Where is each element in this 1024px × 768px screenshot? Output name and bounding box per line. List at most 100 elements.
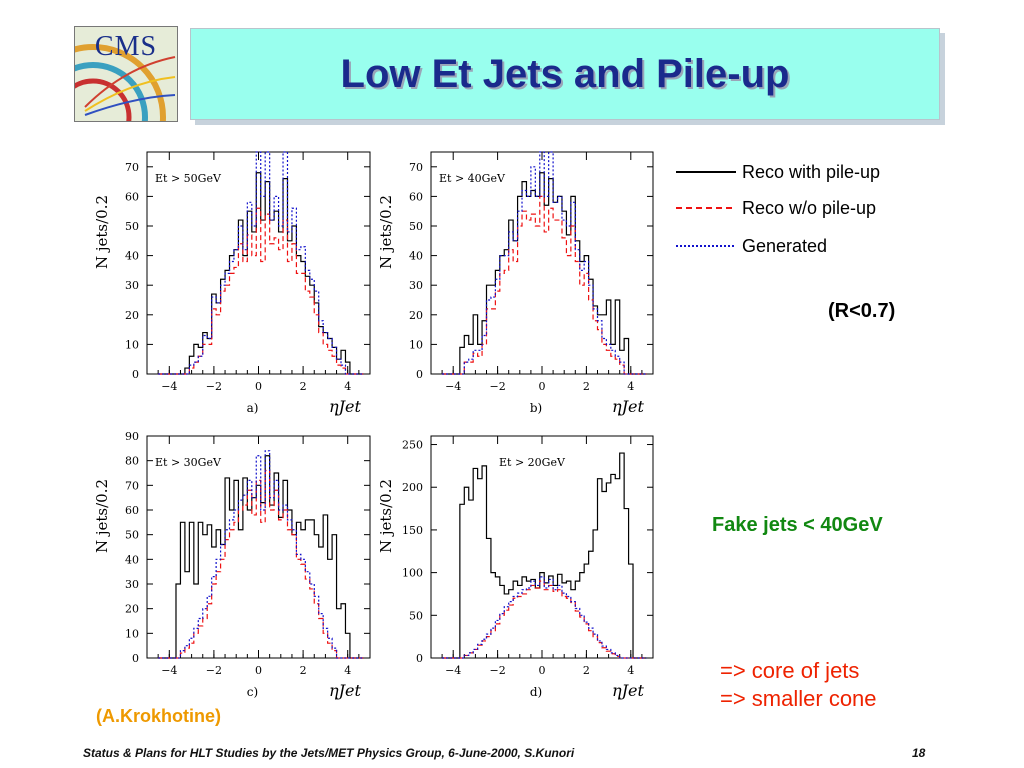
x-tick-label: 2 <box>300 664 307 677</box>
panel-label: b) <box>530 401 542 415</box>
y-tick-label: 0 <box>132 652 139 665</box>
y-axis-label: N jets/0.2 <box>377 195 395 269</box>
legend-item-reco-pileup: Reco with pile-up <box>676 160 880 184</box>
y-tick-label: 30 <box>125 578 139 591</box>
series-line-1 <box>442 452 647 659</box>
y-tick-label: 90 <box>125 430 139 443</box>
y-tick-label: 150 <box>402 524 423 537</box>
chart-panel-2: 0 10 20 30 40 50 60 70 −4 −2 0 2 4 Et > 40GeV N jets/0… <box>377 151 654 416</box>
x-axis-label: ηJet <box>612 397 644 416</box>
series-line-3 <box>442 151 647 375</box>
x-tick-label: −2 <box>206 380 222 393</box>
legend-swatch-reco-pileup <box>676 171 736 173</box>
plot-frame <box>146 151 371 375</box>
y-tick-label: 20 <box>409 309 423 322</box>
series-line-2 <box>442 195 647 375</box>
y-tick-label: 10 <box>125 627 139 640</box>
x-tick-label: −4 <box>161 380 177 393</box>
legend: Reco with pile-up Reco w/o pile-up Gener… <box>676 160 956 270</box>
y-tick-label: 30 <box>409 279 423 292</box>
y-tick-label: 10 <box>409 338 423 351</box>
x-tick-label: −2 <box>489 664 505 677</box>
chart-panel-3: 0 10 20 30 40 50 60 70 80 90 −4 −2 0 2 4 Et > 30GeV N je… <box>93 430 371 700</box>
y-tick-label: 60 <box>409 190 423 203</box>
y-tick-label: 60 <box>125 504 139 517</box>
y-tick-label: 0 <box>416 368 423 381</box>
legend-label: Generated <box>742 235 828 256</box>
x-tick-label: 4 <box>344 380 351 393</box>
x-tick-label: −4 <box>445 380 461 393</box>
y-tick-label: 30 <box>125 279 139 292</box>
series-line-3 <box>158 450 364 659</box>
cone-radius-note: (R<0.7) <box>828 300 896 322</box>
conclusion-line: => smaller cone <box>720 686 877 711</box>
series-line-1 <box>442 172 647 375</box>
panel-label: a) <box>247 401 259 415</box>
legend-label: Reco w/o pile-up <box>742 197 877 218</box>
y-tick-label: 70 <box>125 161 139 174</box>
cms-logo-text: CMS <box>94 31 158 62</box>
title-box: Low Et Jets and Pile-up <box>190 28 940 120</box>
legend-item-reco-no-pileup: Reco w/o pile-up <box>676 196 876 220</box>
page-number: 18 <box>912 746 926 760</box>
legend-swatch-reco-no-pileup <box>676 207 736 209</box>
cut-label: Et > 30GeV <box>155 456 222 469</box>
y-tick-label: 70 <box>125 479 139 492</box>
y-tick-label: 200 <box>402 481 423 494</box>
x-tick-label: −4 <box>445 664 461 677</box>
cut-label: Et > 20GeV <box>499 456 566 469</box>
series-line-2 <box>442 580 647 659</box>
conclusion-line: => core of jets <box>720 658 860 683</box>
y-tick-label: 40 <box>125 250 139 263</box>
y-tick-label: 70 <box>409 161 423 174</box>
x-tick-label: 4 <box>627 380 634 393</box>
y-tick-label: 0 <box>416 652 423 665</box>
y-tick-label: 50 <box>409 220 423 233</box>
x-tick-label: −2 <box>489 380 505 393</box>
x-axis-label: ηJet <box>329 681 361 700</box>
y-tick-label: 60 <box>125 190 139 203</box>
y-tick-label: 40 <box>125 553 139 566</box>
x-tick-label: −4 <box>161 664 177 677</box>
y-tick-label: 10 <box>125 338 139 351</box>
series-line-2 <box>158 207 364 375</box>
x-tick-label: 0 <box>539 380 546 393</box>
y-axis-label: N jets/0.2 <box>93 195 111 269</box>
x-axis-label: ηJet <box>329 397 361 416</box>
y-tick-label: 250 <box>402 439 423 452</box>
chart-panel-4: 0 50 100 150 200 250 −4 −2 0 2 4 Et > 20GeV N jets/0… <box>377 435 654 700</box>
x-tick-label: 2 <box>300 380 307 393</box>
y-tick-label: 100 <box>402 567 423 580</box>
y-tick-label: 50 <box>409 609 423 622</box>
y-tick-label: 40 <box>409 250 423 263</box>
cut-label: Et > 40GeV <box>439 172 506 185</box>
y-tick-label: 0 <box>132 368 139 381</box>
series-line-3 <box>442 576 647 659</box>
chart-panel-1: 0 10 20 30 40 50 60 70 −4 −2 0 2 4 Et > 50GeV N jets/0… <box>93 151 371 416</box>
x-tick-label: 0 <box>255 380 262 393</box>
x-tick-label: 0 <box>539 664 546 677</box>
y-tick-label: 80 <box>125 455 139 468</box>
y-tick-label: 20 <box>125 309 139 322</box>
y-tick-label: 50 <box>125 529 139 542</box>
y-tick-label: 20 <box>125 603 139 616</box>
cms-logo-graphic <box>75 44 176 121</box>
panel-label: c) <box>247 685 258 699</box>
x-axis-label: ηJet <box>612 681 644 700</box>
cms-logo: CMS <box>74 26 178 122</box>
x-tick-label: 2 <box>583 664 590 677</box>
cut-label: Et > 50GeV <box>155 172 222 185</box>
y-tick-label: 50 <box>125 220 139 233</box>
footer-text: Status & Plans for HLT Studies by the Je… <box>83 746 575 760</box>
y-axis-label: N jets/0.2 <box>93 479 111 553</box>
author-credit: (A.Krokhotine) <box>96 706 221 726</box>
legend-swatch-generated <box>676 245 736 247</box>
x-tick-label: 4 <box>344 664 351 677</box>
y-axis-label: N jets/0.2 <box>377 479 395 553</box>
x-tick-label: 2 <box>583 380 590 393</box>
legend-item-generated: Generated <box>676 234 827 258</box>
series-line-3 <box>158 151 364 375</box>
fake-jets-note: Fake jets < 40GeV <box>712 514 883 536</box>
